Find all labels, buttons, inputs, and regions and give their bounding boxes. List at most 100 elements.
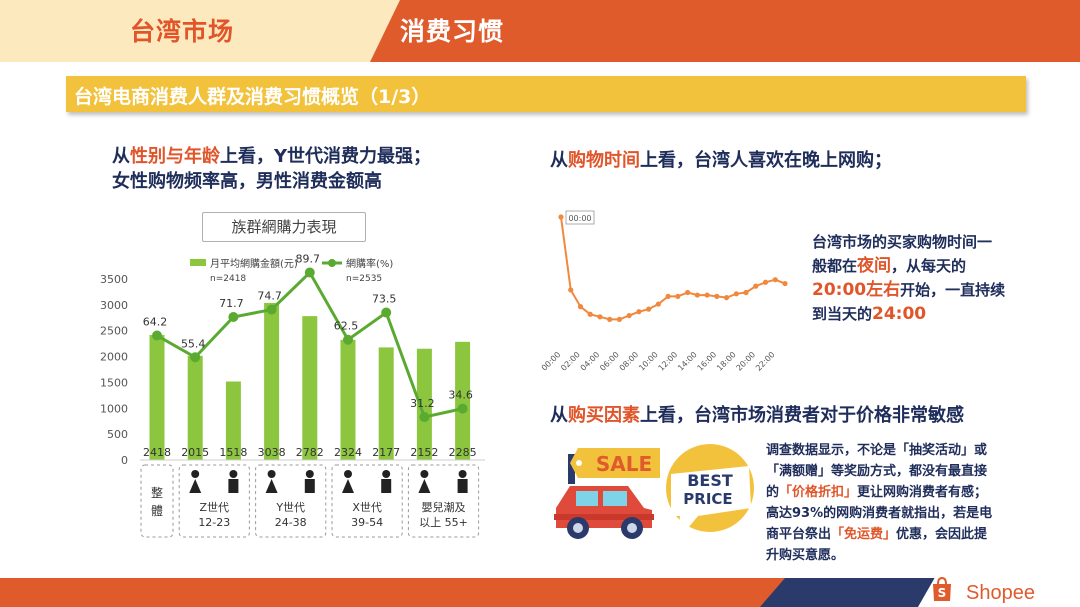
rate-point <box>381 307 392 318</box>
best-price-badge-icon: BEST PRICE <box>666 444 754 540</box>
time-point <box>762 279 769 285</box>
time-point <box>616 316 623 322</box>
para-line4: 高达93%的网购消费者就指出，若是电 <box>766 506 993 521</box>
header-bar: 台湾市场 消费习惯 <box>0 0 1080 62</box>
group-box <box>140 464 174 538</box>
right-headline-time-highlight: 购物时间 <box>568 150 640 171</box>
rate-value-label: 34.6 <box>448 389 473 402</box>
header-left-panel <box>0 0 400 62</box>
shopping-time-chart: 00:0000:0002:0004:0006:0008:0010:0012:00… <box>540 210 788 373</box>
rate-value-label: 64.2 <box>143 316 168 329</box>
time-point <box>723 295 730 301</box>
ann-l4-highlight: 24:00 <box>872 304 927 324</box>
shopee-logo: S <box>918 572 1080 607</box>
left-headline: 从性别与年龄上看，Y世代消费力最强； 女性购物频率高，男性消费金额高 <box>112 144 431 194</box>
time-point <box>782 280 788 287</box>
legend-line-note: n=2535 <box>346 274 382 284</box>
time-point <box>665 293 671 299</box>
para-line1: 调查数据显示，不论是「抽奖活动」或 <box>766 443 988 458</box>
para-line2: 「满额赠」等奖励方式，都没有最直接 <box>766 464 988 479</box>
rate-value-label: 73.5 <box>372 293 397 306</box>
sale-car-illustration: SALE BEST PRICE <box>554 444 754 540</box>
group-label: 24-38 <box>275 516 307 529</box>
time-point <box>743 289 749 296</box>
right-headline-factor-pre: 从 <box>550 405 568 426</box>
group-label: 以上 55+ <box>419 516 468 529</box>
time-annotation-line1: 台湾市场的买家购物时间一 <box>812 233 993 251</box>
para-line3: 的「价格折扣」更让网购消费者有感； <box>766 482 1066 503</box>
right-headline-time-post: 上看，台湾人喜欢在晚上网购； <box>640 150 892 171</box>
sale-tag-icon: SALE <box>568 448 660 484</box>
bar <box>302 316 318 460</box>
legend-bar-label: 月平均網購金額(元) <box>210 257 298 270</box>
male-person-icon <box>304 470 315 493</box>
y-tick-label: 3500 <box>100 273 128 286</box>
bar <box>378 347 394 460</box>
time-point <box>772 277 778 283</box>
right-headline-time-pre: 从 <box>550 150 568 171</box>
rate-value-label: 71.7 <box>219 297 244 310</box>
group-label: 整 <box>151 485 163 500</box>
bar-value-label: 2285 <box>449 446 477 459</box>
rate-point <box>228 312 239 323</box>
bar-value-label: 2782 <box>296 446 324 459</box>
time-point <box>636 309 642 315</box>
chart-title: 族群網購力表現 <box>202 212 366 242</box>
group-box <box>255 464 327 538</box>
x-tick-label: 08:00 <box>618 350 641 373</box>
legend-bar-note: n=2418 <box>210 274 246 284</box>
legend-line-label: 網購率(%) <box>346 257 393 270</box>
rate-point <box>190 352 201 363</box>
price-paragraph: 调查数据显示，不论是「抽奖活动」或 「满额赠」等奖励方式，都没有最直接 的「价格… <box>766 440 1066 566</box>
bar <box>455 341 471 460</box>
group-label: 嬰兒潮及 <box>422 500 466 514</box>
time-point <box>587 311 593 317</box>
para-l5-highlight: 「免运费」 <box>831 527 897 542</box>
time-point <box>733 291 739 297</box>
rate-point <box>457 403 468 414</box>
bar-value-label: 2418 <box>143 446 171 459</box>
para-l5-post: 优惠，会因此提 <box>896 527 988 542</box>
right-headline-factor: 从购买因素上看，台湾市场消费者对于价格非常敏感 <box>550 403 964 428</box>
y-tick-label: 1500 <box>100 376 128 389</box>
rate-point <box>152 330 162 341</box>
rate-value-label: 74.7 <box>257 290 282 303</box>
time-point <box>675 293 681 299</box>
time-point <box>568 287 574 293</box>
legend-bar-swatch <box>190 259 206 266</box>
ann-l2-pre: 般都在 <box>812 257 858 275</box>
group-label: 12-23 <box>198 516 230 529</box>
rate-value-label: 31.2 <box>410 397 435 410</box>
svg-text:S: S <box>938 586 947 600</box>
bar-value-label: 2177 <box>372 446 400 459</box>
rate-value-label: 89.7 <box>296 253 321 266</box>
female-person-icon <box>265 470 278 493</box>
female-person-icon <box>342 470 354 493</box>
left-headline-highlight: 性别与年龄 <box>130 146 220 167</box>
section-title-bar: 台湾电商消费人群及消费习惯概览（1/3） <box>66 76 1026 112</box>
time-point <box>558 214 564 220</box>
rate-point <box>343 334 353 345</box>
sale-text: SALE <box>596 452 652 476</box>
y-tick-label: 1000 <box>100 402 128 415</box>
y-tick-label: 0 <box>121 454 128 467</box>
time-annotation-line4: 到当天的24:00 <box>812 302 1052 326</box>
x-tick-label: 20:00 <box>735 350 758 373</box>
footer-accent <box>760 578 940 607</box>
ann-l3-highlight: 20:00左右 <box>812 280 901 300</box>
time-point <box>714 293 720 299</box>
shopee-logo-text: Shopee <box>966 582 1035 604</box>
time-annotation-line2: 般都在夜间，从每天的 <box>812 254 1052 278</box>
bar-value-label: 1518 <box>219 446 247 459</box>
para-line5: 商平台祭出「免运费」优惠，会因此提 <box>766 524 1066 545</box>
time-point <box>753 283 759 289</box>
group-box <box>331 464 403 538</box>
female-person-icon <box>189 470 202 493</box>
female-person-icon <box>418 470 431 493</box>
x-tick-label: 14:00 <box>676 350 699 373</box>
legend-line-marker <box>328 259 336 267</box>
bar <box>187 355 203 460</box>
x-tick-label: 16:00 <box>696 350 719 373</box>
male-person-icon <box>457 470 468 493</box>
time-point <box>685 289 691 296</box>
